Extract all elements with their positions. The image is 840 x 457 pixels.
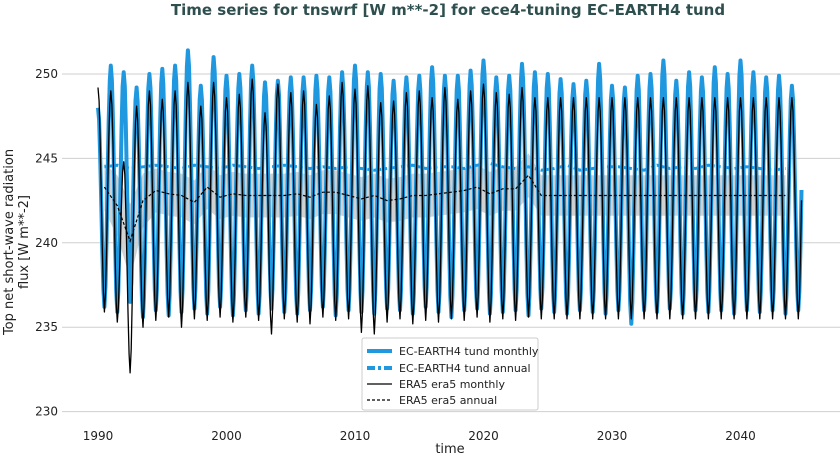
y-tick-label: 235 [35, 320, 58, 334]
legend-label-era5-annual: ERA5 era5 annual [399, 394, 497, 407]
x-tick-label: 2020 [468, 429, 499, 443]
model-annual-line [104, 161, 786, 172]
x-tick-label: 2030 [597, 429, 628, 443]
tick-labels: 230 235 240 245 250 1990 2000 2010 2020 2030 2040 [35, 67, 756, 443]
y-axis-label-line1: Top net short-wave radiation [2, 149, 17, 336]
x-axis-label: time [435, 442, 464, 457]
y-tick-label: 245 [35, 151, 58, 165]
y-tick-label: 240 [35, 236, 58, 250]
chart-title: Time series for tnswrf [W m**-2] for ece… [171, 1, 725, 19]
x-tick-label: 2040 [725, 429, 756, 443]
legend-label-model-annual: EC-EARTH4 tund annual [399, 362, 531, 375]
legend: EC-EARTH4 tund monthly EC-EARTH4 tund an… [361, 337, 539, 411]
series-lines [96, 48, 804, 374]
x-tick-label: 2010 [340, 429, 371, 443]
era5-monthly-line [97, 78, 803, 374]
era5-annual-line [103, 174, 786, 243]
legend-label-era5-monthly: ERA5 era5 monthly [399, 378, 505, 391]
y-tick-label: 250 [35, 67, 58, 81]
y-tick-label: 230 [35, 405, 58, 419]
legend-label-model-monthly: EC-EARTH4 tund monthly [399, 345, 539, 358]
y-axis-label-line2: flux [W m**-2] [17, 195, 32, 289]
x-tick-label: 1990 [83, 429, 114, 443]
x-tick-label: 2000 [211, 429, 242, 443]
